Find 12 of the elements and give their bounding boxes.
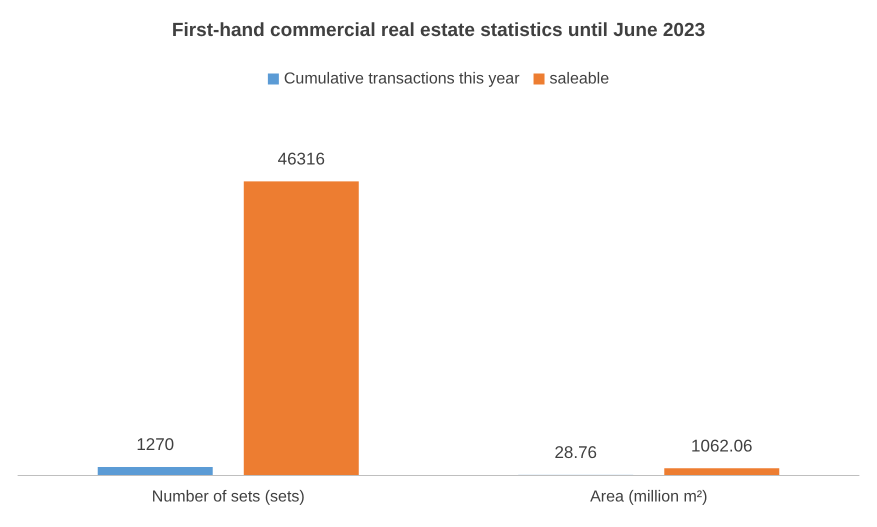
bar	[98, 466, 213, 475]
x-tick-label: Area (million m²)	[590, 488, 708, 506]
data-label: 1270	[136, 434, 174, 454]
chart-title: First-hand commercial real estate statistics until June 2023	[172, 20, 706, 41]
bar	[244, 181, 359, 475]
data-label: 28.76	[554, 442, 597, 462]
legend-label: Cumulative transactions this year	[284, 70, 520, 88]
data-label: 1062.06	[691, 436, 752, 456]
bar	[664, 468, 780, 475]
data-label: 46316	[278, 149, 325, 168]
legend-label: saleable	[550, 70, 610, 88]
x-tick-label: Number of sets (sets)	[152, 488, 305, 506]
